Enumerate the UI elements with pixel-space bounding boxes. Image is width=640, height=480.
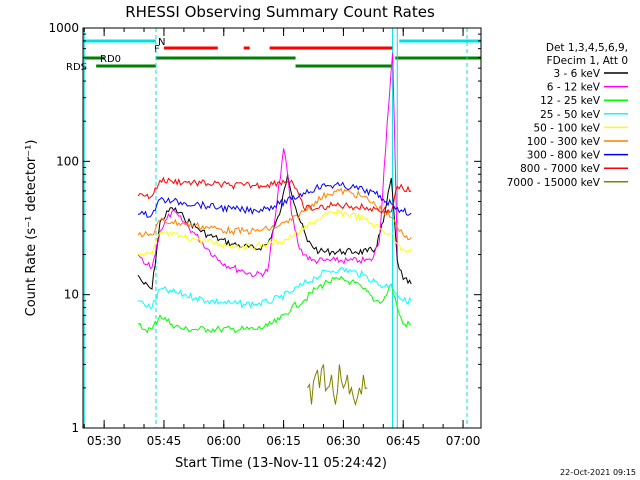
- series-line: [137, 187, 412, 241]
- x-tick-label: 06:30: [326, 434, 361, 448]
- legend: Det 1,3,4,5,6,9, FDecim 1, Att 0 3 - 6 k…: [507, 42, 628, 189]
- flag-bars: NF RD0 RDS: [66, 37, 481, 73]
- y-tick-label: 1: [71, 421, 79, 435]
- x-axis: 05:30 05:45 06:00 06:15 06:30 06:45 07:00: [83, 28, 481, 448]
- flag-label: RD0: [100, 54, 121, 65]
- x-tick-label: 06:15: [266, 434, 301, 448]
- legend-header-line: FDecim 1, Att 0: [547, 55, 628, 67]
- series-line: [137, 181, 412, 218]
- legend-label: 300 - 800 keV: [527, 150, 601, 162]
- footer-date: 22-Oct-2021 09:15: [560, 468, 636, 477]
- series-line: [137, 267, 412, 310]
- series-line: [137, 52, 398, 278]
- y-axis-label: Count Rate (s⁻¹ detector⁻¹): [24, 140, 39, 317]
- legend-label: 3 - 6 keV: [553, 68, 600, 80]
- y-tick-label: 1000: [48, 21, 79, 35]
- legend-label: 6 - 12 keV: [547, 82, 601, 94]
- series-lines: [137, 52, 412, 407]
- flag-label: RDS: [66, 62, 87, 73]
- series-line: [137, 208, 412, 256]
- chart-title: RHESSI Observing Summary Count Rates: [125, 3, 435, 21]
- y-tick-label: 10: [64, 288, 79, 302]
- x-tick-label: 06:00: [206, 434, 241, 448]
- series-line: [137, 275, 412, 334]
- x-tick-label: 05:30: [87, 434, 122, 448]
- x-tick-label: 07:00: [446, 434, 481, 448]
- legend-label: 800 - 7000 keV: [520, 163, 601, 175]
- legend-label: 100 - 300 keV: [527, 136, 601, 148]
- x-tick-label: 05:45: [147, 434, 182, 448]
- legend-label: 12 - 25 keV: [540, 95, 601, 107]
- legend-header-line: Det 1,3,4,5,6,9,: [546, 42, 628, 54]
- series-line: [137, 174, 412, 290]
- plot-frame: [82, 27, 482, 429]
- y-axis: 1 10 100 1000: [48, 21, 481, 435]
- x-axis-label: Start Time (13-Nov-11 05:24:42): [175, 456, 387, 471]
- flag-label: N: [158, 37, 165, 48]
- flag-label: F: [154, 44, 160, 55]
- x-tick-label: 06:45: [386, 434, 421, 448]
- series-line: [307, 364, 368, 407]
- legend-label: 50 - 100 keV: [533, 122, 600, 134]
- series-line: [137, 176, 412, 215]
- y-tick-label: 100: [56, 154, 79, 168]
- legend-label: 25 - 50 keV: [540, 109, 601, 121]
- legend-label: 7000 - 15000 keV: [507, 177, 601, 189]
